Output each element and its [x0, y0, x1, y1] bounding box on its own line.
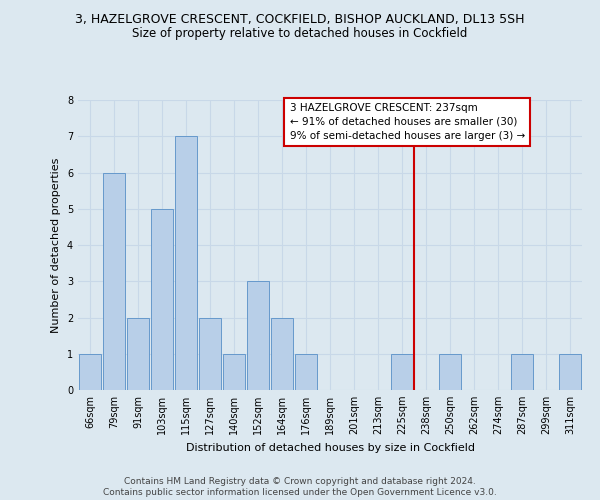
Text: Size of property relative to detached houses in Cockfield: Size of property relative to detached ho… [133, 28, 467, 40]
Bar [247, 281, 269, 390]
Text: Contains HM Land Registry data © Crown copyright and database right 2024.: Contains HM Land Registry data © Crown c… [124, 476, 476, 486]
Bar [511, 354, 533, 390]
Text: Contains public sector information licensed under the Open Government Licence v3: Contains public sector information licen… [103, 488, 497, 497]
Bar [127, 318, 149, 390]
X-axis label: Distribution of detached houses by size in Cockfield: Distribution of detached houses by size … [185, 442, 475, 452]
Bar [103, 172, 125, 390]
Y-axis label: Number of detached properties: Number of detached properties [52, 158, 61, 332]
Bar [79, 354, 101, 390]
Bar [199, 318, 221, 390]
Text: 3 HAZELGROVE CRESCENT: 237sqm
← 91% of detached houses are smaller (30)
9% of se: 3 HAZELGROVE CRESCENT: 237sqm ← 91% of d… [290, 103, 525, 141]
Bar [151, 209, 173, 390]
Bar [295, 354, 317, 390]
Bar [559, 354, 581, 390]
Bar [223, 354, 245, 390]
Bar [439, 354, 461, 390]
Text: 3, HAZELGROVE CRESCENT, COCKFIELD, BISHOP AUCKLAND, DL13 5SH: 3, HAZELGROVE CRESCENT, COCKFIELD, BISHO… [75, 12, 525, 26]
Bar [175, 136, 197, 390]
Bar [271, 318, 293, 390]
Bar [391, 354, 413, 390]
